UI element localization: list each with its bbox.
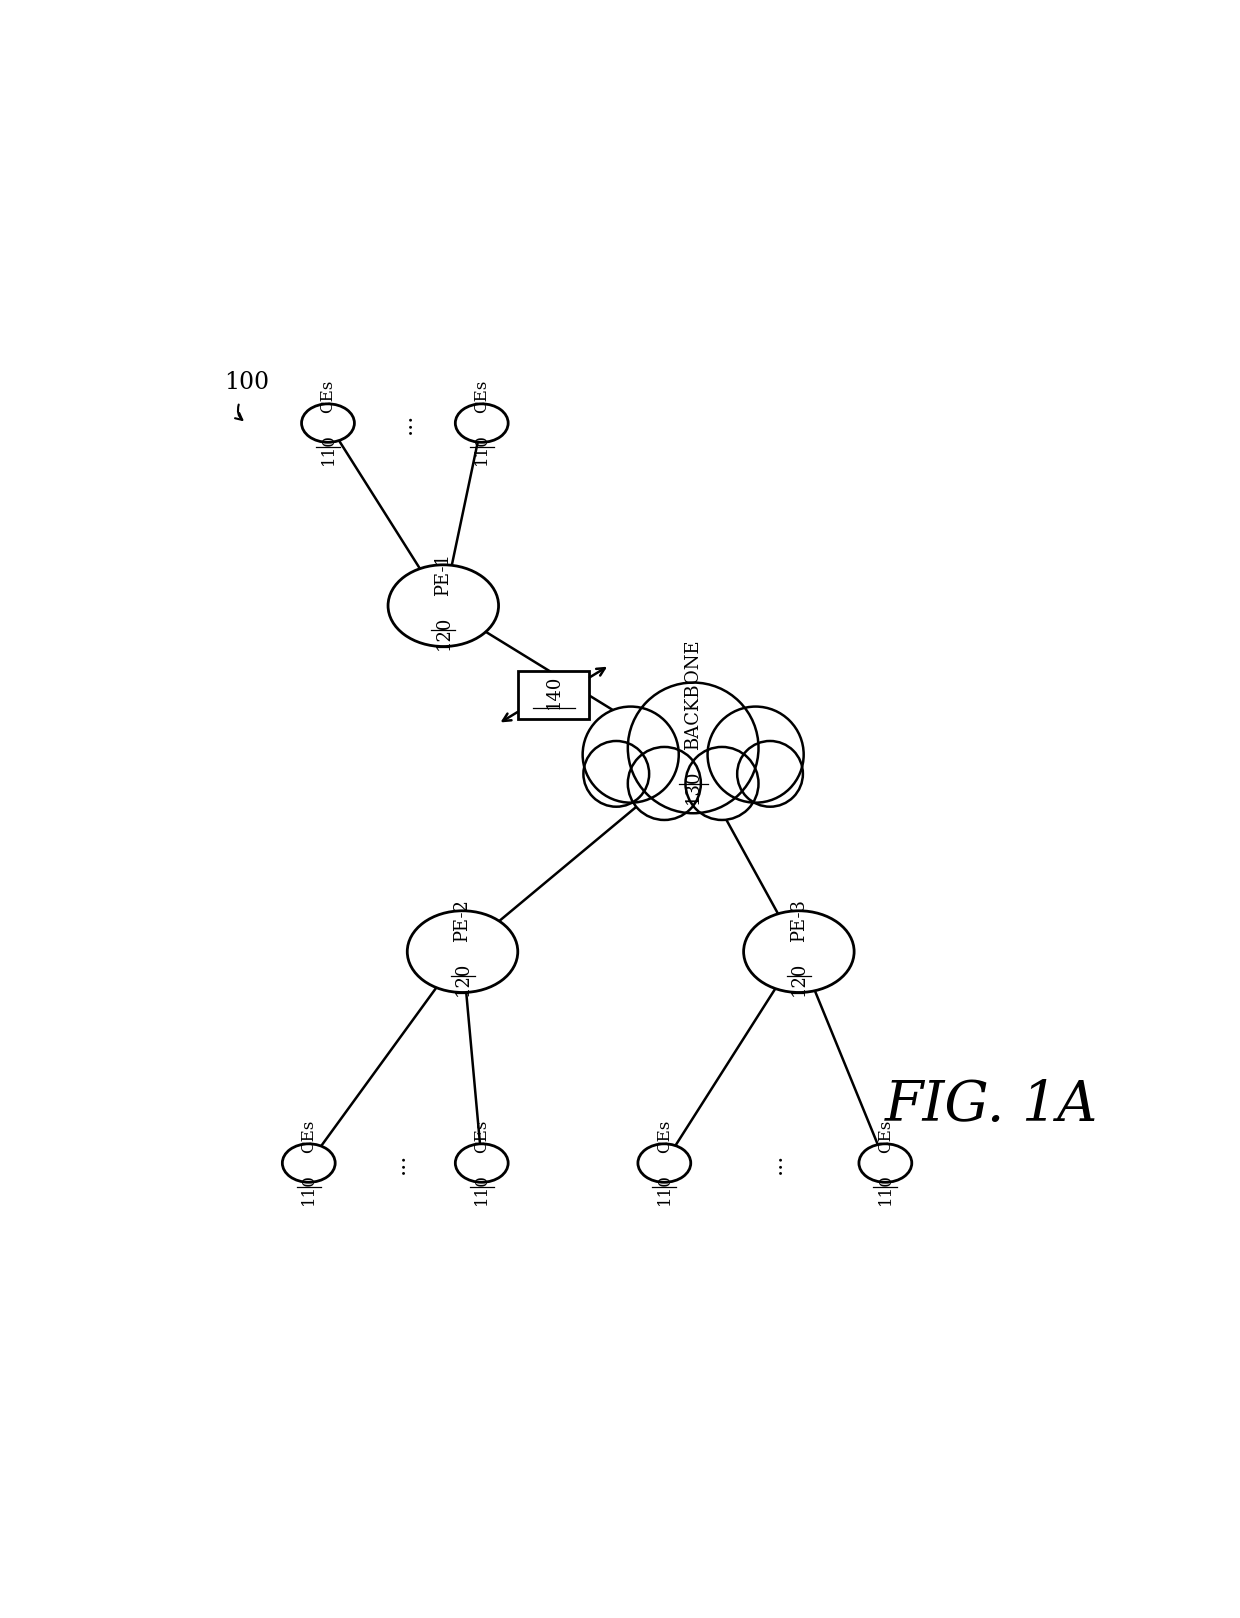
Circle shape: [583, 707, 678, 803]
Text: CEs: CEs: [877, 1120, 894, 1154]
Ellipse shape: [407, 911, 518, 992]
Text: CEs: CEs: [320, 380, 336, 414]
Ellipse shape: [455, 1144, 508, 1183]
Text: FIG. 1A: FIG. 1A: [884, 1078, 1097, 1133]
Ellipse shape: [859, 1144, 911, 1183]
Circle shape: [583, 741, 650, 807]
Text: 110: 110: [320, 432, 336, 464]
Circle shape: [686, 748, 759, 820]
Circle shape: [737, 741, 804, 807]
Text: PE-3: PE-3: [790, 900, 808, 942]
Text: ...: ...: [764, 1152, 786, 1173]
Circle shape: [627, 683, 759, 814]
Text: 110: 110: [474, 1173, 490, 1204]
Text: CEs: CEs: [474, 380, 490, 414]
Text: 100: 100: [224, 371, 269, 395]
Text: 120: 120: [454, 961, 471, 995]
Text: ...: ...: [387, 1152, 409, 1173]
Text: 110: 110: [656, 1173, 673, 1204]
Text: CEs: CEs: [300, 1120, 317, 1154]
Text: PE-1: PE-1: [434, 553, 453, 595]
Ellipse shape: [455, 404, 508, 442]
Text: BACKBONE: BACKBONE: [684, 639, 702, 749]
Text: CEs: CEs: [474, 1120, 490, 1154]
Ellipse shape: [388, 565, 498, 647]
Text: 110: 110: [300, 1173, 317, 1204]
Text: CEs: CEs: [656, 1120, 673, 1154]
Text: 120: 120: [434, 615, 453, 650]
Text: ...: ...: [394, 413, 415, 434]
Text: 120: 120: [790, 961, 808, 995]
Text: PE-2: PE-2: [454, 900, 471, 942]
Text: 130: 130: [684, 769, 702, 804]
Ellipse shape: [637, 1144, 691, 1183]
Text: 140: 140: [544, 675, 563, 709]
Circle shape: [627, 748, 701, 820]
Ellipse shape: [744, 911, 854, 992]
Circle shape: [708, 707, 804, 803]
Ellipse shape: [301, 404, 355, 442]
FancyBboxPatch shape: [518, 671, 589, 718]
Text: 110: 110: [877, 1173, 894, 1204]
Ellipse shape: [283, 1144, 335, 1183]
Text: 110: 110: [474, 432, 490, 464]
